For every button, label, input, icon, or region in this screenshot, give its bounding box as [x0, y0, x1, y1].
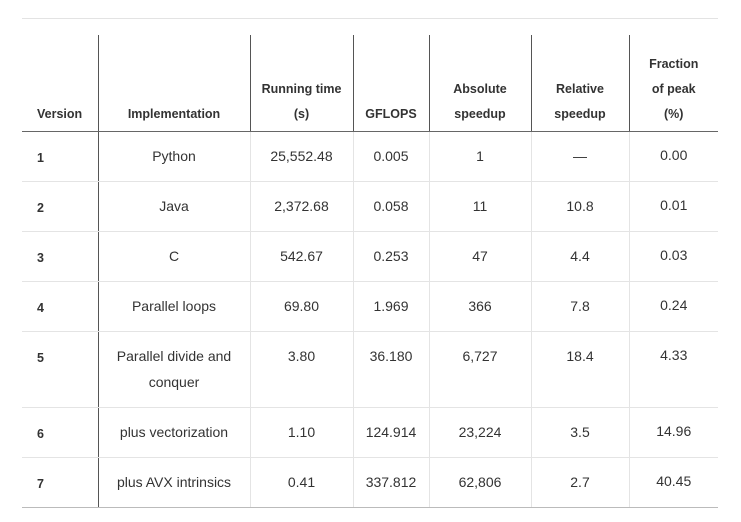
table-row: 7 plus AVX intrinsics 0.41 337.812 62,80…	[22, 457, 718, 508]
cell-absolute-speedup: 6,727	[428, 331, 531, 408]
cell-gflops: 0.253	[352, 231, 429, 282]
cell-relative-speedup: 18.4	[530, 331, 629, 408]
cell-gflops: 0.005	[352, 131, 429, 182]
implementation-label: Parallel divide and conquer	[116, 348, 232, 390]
header-running-time: Running time (s)	[249, 35, 353, 132]
cell-absolute-speedup: 23,224	[428, 407, 531, 458]
table-row: 2 Java 2,372.68 0.058 11 10.8 0.01	[22, 181, 718, 232]
cell-gflops: 36.180	[352, 331, 429, 408]
cell-implementation: Parallel loops	[98, 281, 250, 332]
cell-running-time: 1.10	[249, 407, 353, 458]
cell-fraction-of-peak: 0.00	[628, 131, 718, 182]
table-row: 4 Parallel loops 69.80 1.969 366 7.8 0.2…	[22, 281, 718, 332]
cell-implementation: Java	[98, 181, 250, 232]
cell-gflops: 1.969	[352, 281, 429, 332]
cell-running-time: 0.41	[249, 457, 353, 508]
cell-fraction-of-peak: 0.03	[628, 231, 718, 282]
cell-relative-speedup: 10.8	[530, 181, 629, 232]
cell-relative-speedup: 4.4	[530, 231, 629, 282]
cell-running-time: 25,552.48	[249, 131, 353, 182]
header-gflops: GFLOPS	[352, 35, 429, 132]
cell-relative-speedup: 7.8	[530, 281, 629, 332]
header-fraction-of-peak: Fraction of peak (%)	[628, 35, 718, 132]
header-absolute-speedup: Absolute speedup	[428, 35, 531, 132]
cell-running-time: 3.80	[249, 331, 353, 408]
cell-version: 5	[22, 331, 99, 408]
cell-absolute-speedup: 366	[428, 281, 531, 332]
cell-version: 7	[22, 457, 99, 508]
cell-implementation: plus AVX intrinsics	[98, 457, 250, 508]
cell-running-time: 69.80	[249, 281, 353, 332]
cell-fraction-of-peak: 0.01	[628, 181, 718, 232]
cell-implementation: plus vectorization	[98, 407, 250, 458]
table-row: 6 plus vectorization 1.10 124.914 23,224…	[22, 407, 718, 458]
cell-relative-speedup: 3.5	[530, 407, 629, 458]
cell-version: 6	[22, 407, 99, 458]
cell-running-time: 542.67	[249, 231, 353, 282]
table-row: 3 C 542.67 0.253 47 4.4 0.03	[22, 231, 718, 282]
header-implementation: Implementation	[97, 35, 250, 132]
cell-version: 3	[22, 231, 99, 282]
header-version: Version	[22, 35, 98, 132]
cell-relative-speedup: —	[530, 131, 629, 182]
cell-absolute-speedup: 47	[428, 231, 531, 282]
cell-version: 4	[22, 281, 99, 332]
table-row: 1 Python 25,552.48 0.005 1 — 0.00	[22, 131, 718, 182]
cell-implementation: C	[98, 231, 250, 282]
cell-implementation: Parallel divide and conquer	[98, 331, 250, 408]
cell-fraction-of-peak: 40.45	[628, 457, 718, 508]
top-divider	[22, 18, 718, 19]
cell-fraction-of-peak: 14.96	[628, 407, 718, 458]
cell-gflops: 0.058	[352, 181, 429, 232]
cell-gflops: 337.812	[352, 457, 429, 508]
cell-fraction-of-peak: 0.24	[628, 281, 718, 332]
performance-table: Version Implementation Running time (s) G…	[22, 35, 718, 508]
cell-relative-speedup: 2.7	[530, 457, 629, 508]
header-relative-speedup: Relative speedup	[530, 35, 629, 132]
cell-implementation: Python	[98, 131, 250, 182]
cell-absolute-speedup: 1	[428, 131, 531, 182]
cell-absolute-speedup: 62,806	[428, 457, 531, 508]
cell-running-time: 2,372.68	[249, 181, 353, 232]
cell-fraction-of-peak: 4.33	[628, 331, 718, 408]
cell-version: 2	[22, 181, 99, 232]
cell-absolute-speedup: 11	[428, 181, 531, 232]
cell-gflops: 124.914	[352, 407, 429, 458]
table-header-row: Version Implementation Running time (s) G…	[22, 35, 718, 132]
cell-version: 1	[22, 131, 99, 182]
table-row: 5 Parallel divide and conquer 3.80 36.18…	[22, 331, 718, 408]
